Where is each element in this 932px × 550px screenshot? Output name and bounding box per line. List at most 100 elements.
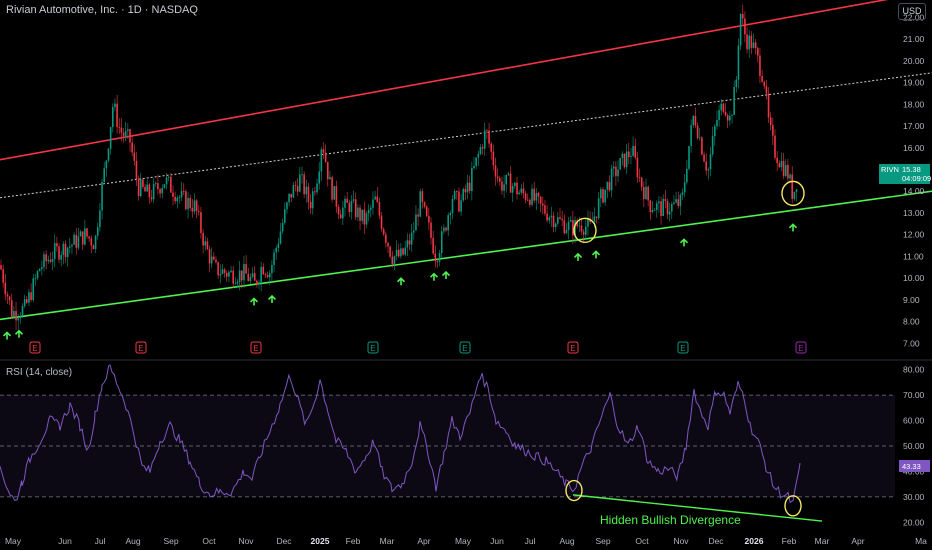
candle-body: [750, 35, 753, 48]
candle-body: [311, 191, 314, 209]
price-tick-label: 12.00: [903, 230, 925, 240]
price-tick-label: 19.00: [903, 78, 925, 88]
candle-body: [698, 137, 701, 139]
candle-body: [146, 184, 148, 192]
time-tick-label: Feb: [782, 536, 797, 546]
candle-body: [475, 157, 477, 167]
candle-body: [419, 191, 422, 217]
candle-body: [225, 272, 228, 277]
candle-body: [632, 145, 634, 156]
candle-body: [550, 215, 553, 218]
candle-body: [651, 210, 654, 213]
candle-body: [10, 300, 13, 318]
candle-body: [671, 203, 673, 212]
currency-button[interactable]: USD: [898, 3, 926, 20]
earnings-badge-label: E: [370, 344, 375, 353]
candle-body: [726, 115, 729, 121]
candle-body: [769, 117, 772, 125]
candle-body: [795, 189, 798, 192]
candle-body: [415, 214, 417, 231]
candle-body: [714, 126, 716, 137]
candle-body: [53, 243, 56, 259]
candle-body: [182, 191, 185, 192]
up-arrow-icon: [396, 277, 406, 286]
candle-body: [729, 115, 731, 121]
candle-body: [213, 256, 215, 260]
rsi-title[interactable]: RSI (14, close): [6, 367, 73, 378]
time-tick-label: Feb: [346, 536, 361, 546]
candle-body: [36, 271, 39, 278]
candle-body: [462, 188, 465, 201]
candle-body: [554, 223, 557, 228]
candle-body: [365, 213, 368, 225]
price-highlight-circles: [573, 180, 805, 244]
candle-body: [477, 153, 480, 158]
candle-body: [623, 153, 626, 168]
candle-body: [64, 243, 67, 258]
candle-body: [645, 186, 647, 200]
candle-body: [784, 164, 787, 176]
earnings-marker: E: [795, 341, 807, 354]
candle-body: [305, 186, 308, 195]
candle-body: [496, 176, 499, 179]
candle-body: [772, 124, 774, 136]
candle-body: [546, 213, 548, 221]
candle-body: [701, 137, 703, 155]
rsi-tag-value: 43.33: [902, 462, 921, 471]
candle-body: [402, 248, 404, 255]
candle-body: [479, 147, 482, 154]
rsi-pane: [0, 364, 895, 522]
candle-body: [262, 266, 265, 275]
symbol-title[interactable]: Rivian Automotive, Inc. · 1D · NASDAQ: [6, 4, 198, 16]
candle-body: [335, 186, 338, 207]
price-tick-label: 9.00: [903, 295, 920, 305]
candle-body: [120, 127, 123, 133]
candle-body: [395, 249, 398, 257]
candle-body: [511, 186, 514, 193]
candle-body: [346, 198, 348, 203]
candle-body: [533, 188, 535, 201]
candle-body: [84, 228, 86, 245]
candle-body: [43, 254, 45, 268]
candle-body: [167, 176, 170, 178]
candle-body: [752, 42, 755, 48]
candle-body: [284, 209, 286, 223]
candle-body: [688, 145, 690, 169]
candle-body: [593, 216, 596, 222]
earnings-marker: E: [135, 341, 147, 354]
candle-body: [241, 270, 243, 281]
candle-body: [324, 152, 327, 162]
earnings-marker: E: [567, 341, 579, 354]
earnings-badge-frame: [795, 341, 807, 354]
time-tick-label: Sep: [163, 536, 178, 546]
candle-body: [161, 188, 164, 194]
candle-body: [526, 199, 529, 201]
candle-body: [587, 218, 589, 227]
candle-body: [198, 211, 200, 213]
candle-body: [518, 192, 520, 195]
candle-body: [490, 143, 492, 152]
price-tag: RIVN 15.38 04:09:09: [879, 164, 931, 184]
time-axis[interactable]: May Jun Jul Aug Sep Oct Nov Dec 2025 Feb Mar Apr May…: [5, 536, 927, 546]
earnings-marker: E: [250, 341, 262, 354]
candle-body: [436, 260, 439, 262]
candle-body: [131, 142, 133, 153]
candle-body: [408, 240, 411, 245]
candle-body: [501, 181, 503, 191]
candle-body: [580, 225, 583, 232]
candle-body: [19, 316, 22, 319]
candle-body: [494, 165, 497, 177]
candle-body: [301, 174, 303, 176]
candle-body: [456, 191, 458, 192]
price-tick-label: 20.00: [903, 56, 925, 66]
candle-body: [79, 231, 82, 237]
channel-mid-dotted-line: [0, 72, 932, 199]
candle-body: [464, 188, 467, 193]
candle-body: [66, 247, 69, 258]
candle-body: [90, 238, 93, 246]
up-arrow-icon: [249, 297, 259, 306]
candle-body: [574, 220, 576, 236]
candle-body: [428, 215, 430, 223]
